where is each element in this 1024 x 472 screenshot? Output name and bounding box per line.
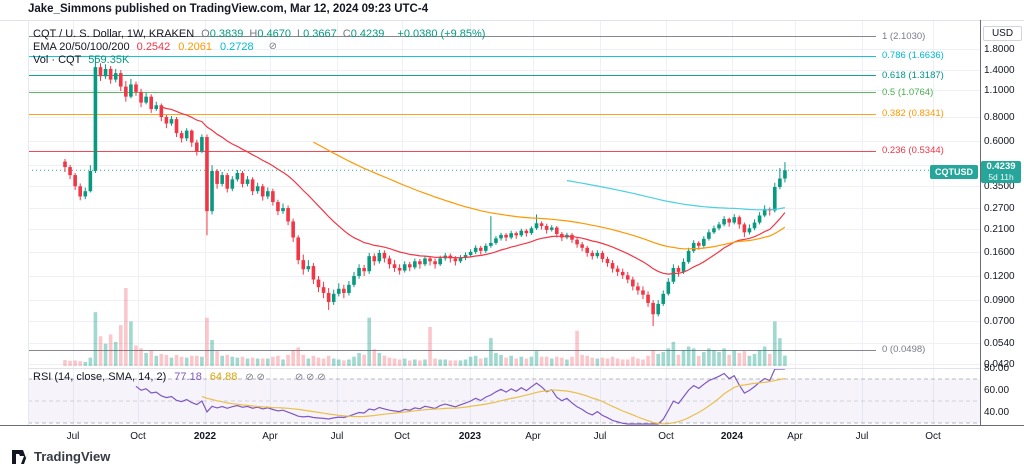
grid-lines bbox=[28, 20, 980, 425]
ema-value: 0.2542 bbox=[136, 40, 171, 53]
price-tick-label: 0.2700 bbox=[984, 203, 1015, 215]
ohlc-values: O0.3839 H0.4670 L0.3667 C0.4239 bbox=[201, 28, 390, 40]
fib-label: 1 (2.1030) bbox=[882, 30, 926, 42]
price-tick-label: 0.2100 bbox=[984, 224, 1015, 236]
ema-value: 0.2728 bbox=[219, 40, 254, 53]
change-value: +0.0380 (+9.85%) bbox=[397, 27, 486, 40]
price-tick-label: 1.1000 bbox=[984, 85, 1015, 97]
pane-borders bbox=[0, 20, 1024, 426]
price-tick-label: 0.6000 bbox=[984, 136, 1015, 148]
rsi-hidden-values: ⊘ ⊘ bbox=[245, 371, 265, 383]
time-tick-label: Oct bbox=[394, 431, 410, 442]
rsi-ma-value: 64.88 bbox=[209, 371, 238, 383]
time-tick-label: 2022 bbox=[193, 431, 217, 442]
fib-retracement-lines bbox=[28, 36, 876, 351]
time-tick-label: Jul bbox=[593, 431, 607, 442]
bar-countdown: 5d 11h bbox=[988, 172, 1014, 182]
volume-title: Vol · CQT bbox=[33, 53, 82, 66]
rsi-pane bbox=[28, 378, 980, 424]
rsi-tick-label: 40.00 bbox=[984, 407, 1010, 418]
time-tick-label: Oct bbox=[658, 431, 674, 442]
time-tick-label: Jul bbox=[66, 431, 80, 442]
ohlc-item: L0.3667 bbox=[297, 27, 337, 40]
ema-values: 0.2542 0.2061 0.2728 bbox=[137, 41, 262, 53]
volume-series bbox=[63, 288, 787, 366]
time-tick-label: Oct bbox=[130, 431, 146, 442]
ema-hidden-value: ⊘ bbox=[268, 41, 277, 52]
time-tick-label: Apr bbox=[525, 431, 541, 442]
time-tick-label: Apr bbox=[262, 431, 278, 442]
fib-label: 0 (0.0498) bbox=[882, 344, 926, 356]
ohlc-item: C0.4239 bbox=[342, 27, 385, 40]
ema-legend-row[interactable]: EMA 20/50/100/200 0.2542 0.2061 0.2728 ⊘ bbox=[33, 40, 277, 53]
rsi-tick-label: 80.00 bbox=[984, 363, 1010, 374]
symbol-title: CQT / U. S. Dollar, 1W, KRAKEN bbox=[33, 27, 195, 40]
ema-value: 0.2061 bbox=[178, 40, 212, 53]
price-tick-label: 0.0420 bbox=[984, 358, 1015, 370]
time-tick-label: 2024 bbox=[720, 431, 744, 442]
last-price-axis-label: 0.4239 5d 11h bbox=[981, 161, 1021, 183]
price-tick-label: 0.3500 bbox=[984, 181, 1015, 193]
symbol-legend-row[interactable]: CQT / U. S. Dollar, 1W, KRAKEN O0.3839 H0… bbox=[33, 27, 485, 40]
symbol-price-chip: CQTUSD bbox=[930, 165, 978, 179]
rsi-title: RSI (14, close, SMA, 14, 2) bbox=[33, 371, 167, 383]
rsi-ma-line bbox=[201, 377, 786, 425]
rsi-hidden-values-2: ⊘ ⊘ ⊘ bbox=[294, 371, 326, 383]
volume-legend-row[interactable]: Vol · CQT 559.35K bbox=[33, 53, 129, 66]
ema20-line bbox=[161, 106, 786, 275]
publish-note: Jake_Simmons published on TradingView.co… bbox=[28, 3, 429, 15]
fib-label: 0.236 (0.5344) bbox=[882, 145, 944, 157]
ohlc-item: H0.4670 bbox=[249, 27, 291, 40]
time-tick-label: 2023 bbox=[458, 431, 482, 442]
price-tick-label: 0.0540 bbox=[984, 337, 1015, 349]
tradingview-logo[interactable]: TradingView bbox=[12, 449, 110, 464]
time-tick-label: Oct bbox=[925, 431, 941, 442]
ohlc-item: O0.3839 bbox=[201, 27, 244, 40]
price-tick-label: 1.8000 bbox=[984, 44, 1015, 56]
fib-label: 0.786 (1.6636) bbox=[882, 50, 944, 62]
ema50-line bbox=[313, 141, 786, 250]
rsi-value: 77.18 bbox=[174, 371, 202, 383]
fib-label: 0.618 (1.3187) bbox=[882, 69, 944, 81]
time-tick-label: Apr bbox=[787, 431, 803, 442]
tradingview-logo-text: TradingView bbox=[34, 449, 111, 464]
rsi-line bbox=[135, 368, 785, 425]
price-tick-label: 0.0700 bbox=[984, 316, 1015, 328]
price-tick-label: 0.1200 bbox=[984, 270, 1015, 282]
ema100-line bbox=[566, 180, 786, 211]
rsi-tick-label: 60.00 bbox=[984, 385, 1010, 396]
price-tick-label: 0.0900 bbox=[984, 295, 1015, 307]
rsi-legend-row[interactable]: RSI (14, close, SMA, 14, 2) 77.18 64.88 … bbox=[33, 371, 326, 383]
price-tick-label: 1.4000 bbox=[984, 65, 1015, 77]
candles-series bbox=[63, 56, 787, 327]
time-tick-label: Jul bbox=[855, 431, 869, 442]
price-tick-label: 0.1600 bbox=[984, 246, 1015, 258]
ema-title: EMA 20/50/100/200 bbox=[33, 40, 130, 53]
price-tick-label: 0.8000 bbox=[984, 111, 1015, 123]
tradingview-logo-icon bbox=[12, 449, 29, 464]
time-tick-label: Jul bbox=[330, 431, 344, 442]
fib-label: 0.382 (0.8341) bbox=[882, 108, 944, 119]
volume-value: 559.35K bbox=[88, 53, 130, 66]
currency-toggle[interactable]: USD bbox=[983, 26, 1022, 41]
last-price-value: 0.4239 bbox=[986, 161, 1016, 172]
fib-label: 0.5 (1.0764) bbox=[882, 86, 934, 98]
